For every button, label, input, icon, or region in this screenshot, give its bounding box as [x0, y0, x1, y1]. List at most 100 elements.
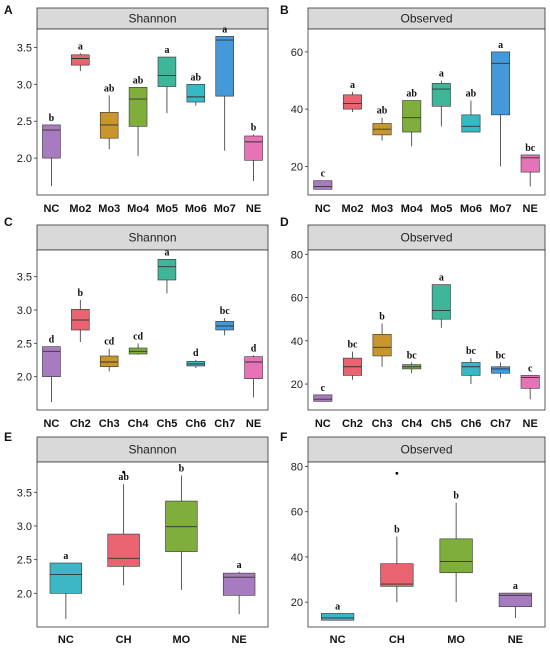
box-mo5: a Mo5	[156, 45, 178, 215]
y-tick-label: 3.5	[17, 487, 32, 499]
box-nc: b NC	[42, 113, 61, 215]
x-category-label: Mo3	[98, 203, 120, 215]
box-body	[520, 154, 540, 173]
box-mo2: a Mo2	[341, 80, 363, 215]
x-category-label: Mo3	[371, 203, 393, 215]
box-body	[321, 613, 355, 621]
x-category-label: NE	[523, 203, 538, 215]
significance-label: ab	[406, 89, 417, 100]
panel-d: D Observed 20 40 60 80 c NC bc Ch2 b Ch3 bc Ch4 a Ch5 bc…	[280, 215, 546, 430]
box-body	[342, 94, 362, 110]
box-body	[491, 51, 511, 116]
strip-title: Shannon	[128, 12, 176, 26]
x-category-label: NC	[330, 634, 346, 646]
x-category-label: Mo6	[460, 203, 482, 215]
panel-e: E Shannon 2.0 2.5 3.0 3.5 a NC ab CH b MO a NE	[4, 430, 269, 646]
significance-label: ab	[133, 75, 144, 86]
box-mo: b MO	[165, 463, 198, 646]
x-category-label: NC	[43, 418, 59, 430]
y-tick-label: 3.0	[17, 79, 32, 91]
significance-label: c	[321, 169, 326, 180]
box-mo6: ab Mo6	[185, 72, 207, 215]
x-category-label: Ch4	[401, 418, 423, 430]
panel-c: C Shannon 2.0 2.5 3.0 3.5 d NC b Ch2 cd Ch3 cd Ch4 a Ch…	[4, 215, 269, 430]
x-category-label: Ch2	[70, 418, 91, 430]
x-category-label: Mo4	[127, 203, 150, 215]
strip-header	[307, 224, 546, 251]
y-tick-label: 60	[291, 47, 303, 59]
strip-title: Shannon	[128, 231, 176, 245]
box-body	[222, 572, 256, 596]
box-ch5: a Ch5	[431, 273, 452, 430]
box-body	[491, 366, 511, 374]
plot-area	[36, 461, 269, 628]
significance-label: c	[321, 383, 326, 394]
significance-label: b	[179, 463, 185, 474]
y-tick-label: 3.5	[17, 42, 32, 54]
box-ch2: b Ch2	[70, 288, 91, 430]
box-body	[498, 592, 532, 607]
x-category-label: NC	[315, 418, 331, 430]
significance-label: a	[513, 581, 518, 592]
box-body	[49, 562, 83, 594]
x-category-label: NC	[58, 634, 74, 646]
box-ch5: a Ch5	[157, 247, 178, 430]
significance-label: d	[193, 348, 199, 359]
box-ch3: cd Ch3	[99, 337, 120, 430]
panel-letter: E	[4, 430, 12, 444]
y-tick-label: 2.0	[17, 153, 32, 165]
panel-b: B Observed 20 40 60 c NC a Mo2 ab Mo3 ab Mo4 a Mo5 ab Mo…	[280, 3, 546, 215]
box-body	[42, 346, 61, 377]
box-body	[71, 54, 90, 66]
strip-title: Shannon	[128, 443, 176, 457]
x-category-label: Ch3	[99, 418, 120, 430]
box-ch6: bc Ch6	[461, 346, 482, 430]
panel-f: F Observed 20 40 60 80 a NC b CH b MO a NE	[280, 430, 546, 646]
outlier-point	[395, 471, 399, 475]
box-mo: b MO	[439, 491, 473, 646]
outlier-point	[122, 470, 126, 474]
y-tick-label: 2.5	[17, 555, 32, 567]
box-body	[107, 533, 140, 567]
y-tick-label: 40	[291, 552, 303, 564]
plot-area	[307, 249, 546, 411]
significance-label: a	[439, 273, 444, 284]
box-ch4: bc Ch4	[401, 350, 423, 430]
box-body	[402, 100, 422, 133]
panel-a: AShannon2.02.53.03.5bNCaMo2abMo3abMo4aMo…	[4, 3, 269, 215]
box-ch: b CH	[380, 471, 414, 646]
significance-label: bc	[496, 350, 507, 361]
panel-letter: D	[280, 215, 289, 229]
y-tick-label: 2.0	[17, 588, 32, 600]
box-mo4: ab Mo4	[401, 89, 424, 215]
box-mo7: a Mo7	[490, 40, 512, 215]
box-body	[380, 563, 414, 587]
significance-label: a	[439, 69, 444, 80]
box-body	[461, 362, 481, 376]
x-category-label: NE	[246, 203, 261, 215]
box-ne: c NE	[520, 363, 540, 430]
x-category-label: CH	[389, 634, 405, 646]
significance-label: b	[49, 113, 55, 124]
box-mo3: ab Mo3	[371, 106, 393, 215]
significance-label: bc	[347, 340, 358, 351]
x-category-label: Ch6	[185, 418, 206, 430]
significance-label: c	[528, 363, 533, 374]
box-body	[313, 180, 333, 190]
strip-header	[36, 436, 269, 463]
box-ch6: d Ch6	[185, 348, 206, 430]
box-nc: a NC	[49, 551, 83, 646]
box-nc: d NC	[42, 335, 61, 430]
box-body	[215, 36, 234, 97]
box-body	[128, 86, 148, 127]
significance-label: ab	[118, 472, 129, 483]
significance-label: d	[251, 343, 257, 354]
x-category-label: Ch7	[214, 418, 235, 430]
significance-label: bc	[220, 306, 231, 317]
box-ch7: bc Ch7	[490, 350, 511, 430]
y-tick-label: 3.5	[17, 272, 32, 284]
strip-title: Observed	[400, 443, 452, 457]
box-nc: a NC	[321, 601, 355, 646]
strip-title: Observed	[400, 12, 452, 26]
